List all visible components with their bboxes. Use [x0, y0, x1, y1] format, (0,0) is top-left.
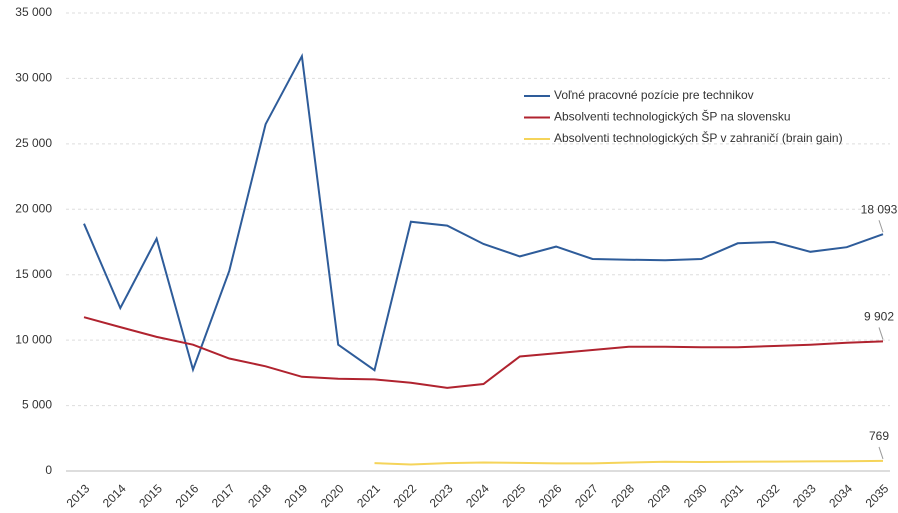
y-tick-label: 5 000 — [22, 398, 52, 412]
y-tick-label: 15 000 — [15, 267, 52, 281]
series-line — [83, 316, 884, 389]
x-tick-label: 2018 — [245, 481, 274, 510]
x-tick-label: 2030 — [681, 481, 710, 510]
data-label: 9 902 — [864, 310, 894, 324]
data-label: 769 — [869, 429, 889, 443]
x-tick-label: 2017 — [209, 481, 238, 510]
x-tick-label: 2031 — [717, 481, 746, 510]
y-tick-label: 35 000 — [15, 5, 52, 19]
label-leader — [878, 446, 884, 460]
x-tick-label: 2013 — [64, 481, 93, 510]
x-tick-label: 2021 — [354, 481, 383, 510]
data-label: 18 093 — [861, 202, 898, 216]
x-tick-label: 2024 — [463, 481, 492, 510]
x-tick-label: 2019 — [281, 481, 310, 510]
y-tick-label: 20 000 — [15, 201, 52, 215]
x-tick-label: 2020 — [318, 481, 347, 510]
series-line — [83, 52, 884, 373]
x-tick-label: 2025 — [499, 481, 528, 510]
x-tick-label: 2033 — [790, 481, 819, 510]
y-tick-label: 25 000 — [15, 136, 52, 150]
y-tick-label: 10 000 — [15, 332, 52, 346]
x-tick-label: 2026 — [536, 481, 565, 510]
x-tick-label: 2016 — [173, 481, 202, 510]
y-tick-label: 30 000 — [15, 71, 52, 85]
legend-label: Voľné pracovné pozície pre technikov — [554, 88, 754, 102]
x-tick-label: 2014 — [100, 481, 129, 510]
x-tick-label: 2023 — [427, 481, 456, 510]
label-leader — [878, 220, 884, 233]
x-tick-label: 2029 — [645, 481, 674, 510]
series-line — [374, 459, 884, 466]
legend-label: Absolventi technologických ŠP na slovens… — [554, 109, 791, 124]
x-tick-label: 2015 — [136, 481, 165, 510]
y-tick-label: 0 — [45, 463, 52, 477]
x-tick-label: 2032 — [754, 481, 783, 510]
x-tick-label: 2035 — [863, 481, 892, 510]
x-tick-label: 2034 — [826, 481, 855, 510]
x-tick-label: 2028 — [608, 481, 637, 510]
legend-label: Absolventi technologických ŠP v zahranič… — [554, 130, 843, 145]
x-tick-label: 2022 — [390, 481, 419, 510]
label-leader — [878, 327, 884, 340]
x-tick-label: 2027 — [572, 481, 601, 510]
